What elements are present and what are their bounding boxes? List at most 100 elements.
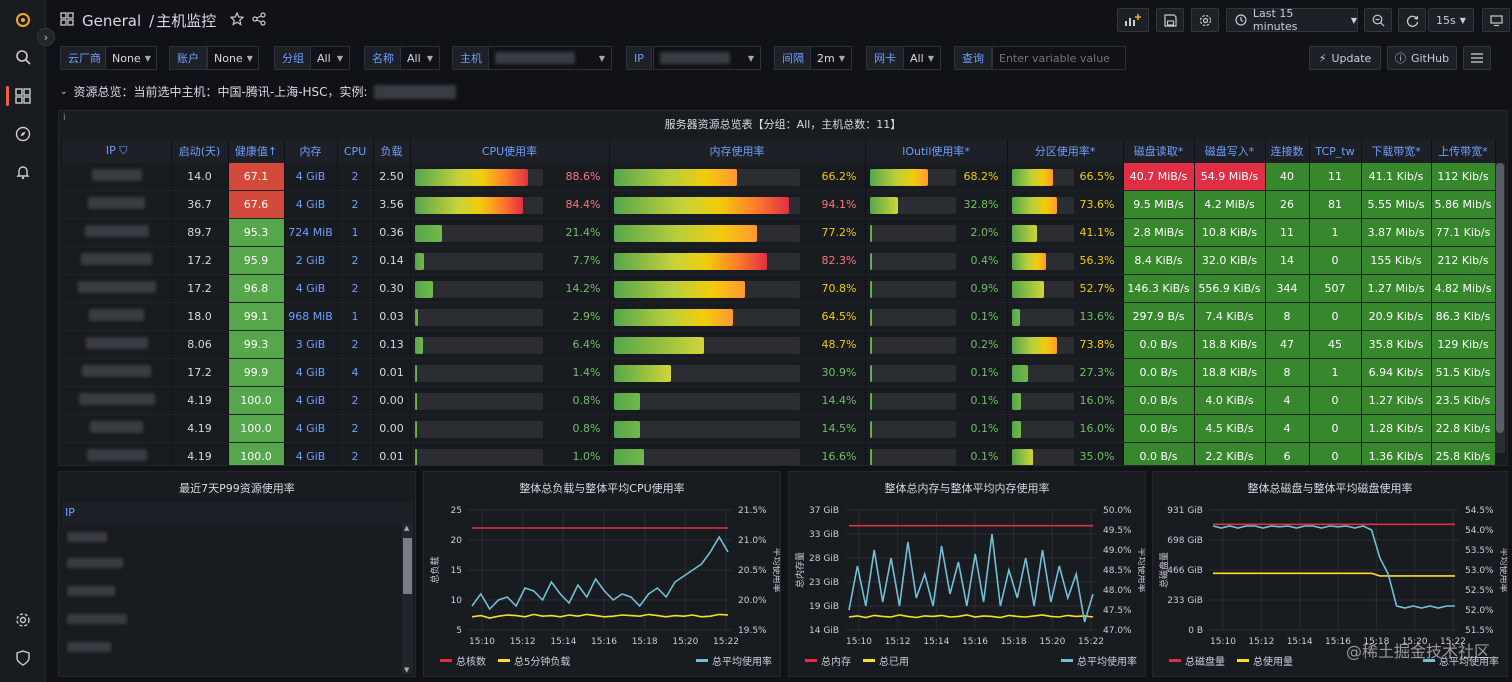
search-icon[interactable]: [12, 46, 34, 68]
breadcrumb-folder[interactable]: General: [82, 11, 142, 30]
column-header[interactable]: 上传带宽*: [1431, 139, 1496, 163]
ip-cell-redacted[interactable]: [63, 274, 172, 304]
refresh-interval-picker[interactable]: 15s ▼: [1428, 8, 1474, 32]
column-header[interactable]: 启动(天): [171, 139, 229, 163]
table-row[interactable]: 14.0 67.1 4 GiB 2 2.50 88.6% 66.2% 68.2% 66.5% 40…: [63, 163, 1496, 192]
ip-cell-redacted[interactable]: [63, 414, 172, 444]
table-row[interactable]: 4.19 100.0 4 GiB 2 0.00 0.8% 14.4% 0.1% 16.0% 0.0…: [63, 386, 1496, 416]
legend-item[interactable]: 总5分钟负载: [514, 657, 571, 668]
ip-cell-redacted[interactable]: [63, 386, 172, 416]
scroll-up-arrow-icon[interactable]: ▲: [404, 524, 410, 532]
var-select-cloud[interactable]: None ▼: [105, 46, 157, 70]
update-link-button[interactable]: ⚡ Update: [1309, 46, 1381, 70]
sidebar-expand-button[interactable]: ›: [37, 28, 55, 46]
column-header[interactable]: 分区使用率*: [1007, 139, 1124, 163]
table-title[interactable]: 服务器资源总览表【分组：All，主机总数：11】: [664, 118, 902, 131]
table-row[interactable]: 4.19 100.0 4 GiB 2 0.01 1.0% 16.6% 0.1% 35.0% 0.0…: [63, 442, 1496, 465]
table-row[interactable]: 17.2 96.8 4 GiB 2 0.30 14.2% 70.8% 0.9% 52.7% 146…: [63, 274, 1496, 304]
uptime-cell: 4.19: [171, 414, 229, 444]
legend-item[interactable]: 总已用: [879, 657, 909, 668]
legend-item[interactable]: 总核数: [456, 657, 486, 668]
time-range-picker[interactable]: Last 15 minutes ▼: [1226, 7, 1358, 33]
ip-cell-redacted[interactable]: [63, 246, 172, 276]
var-select-group[interactable]: All ▼: [310, 46, 350, 70]
table-row[interactable]: 8.06 99.3 3 GiB 2 0.13 6.4% 48.7% 0.2% 73.8% 0.0 …: [63, 330, 1496, 360]
table-row[interactable]: 17.2 95.9 2 GiB 2 0.14 7.7% 82.3% 0.4% 56.3% 8.4 …: [63, 246, 1496, 276]
var-select-ip[interactable]: ▼: [653, 46, 761, 70]
column-header[interactable]: 内存使用率: [609, 139, 866, 163]
settings-gear-icon[interactable]: [12, 609, 34, 631]
column-header[interactable]: 健康值↑: [228, 139, 285, 163]
column-header[interactable]: IOutil使用率*: [865, 139, 1008, 163]
legend-item[interactable]: 总使用量: [1253, 657, 1293, 668]
ip-cell-redacted[interactable]: [63, 302, 172, 332]
column-header[interactable]: CPU: [337, 139, 374, 163]
github-link-button[interactable]: ⓘ GitHub: [1387, 46, 1457, 70]
scrollbar-thumb[interactable]: [1496, 163, 1504, 433]
column-header[interactable]: 磁盘读取*: [1123, 139, 1195, 163]
column-header[interactable]: CPU使用率: [410, 139, 610, 163]
add-panel-button[interactable]: [1117, 8, 1149, 32]
x-tick-label: 15:20: [1402, 637, 1428, 647]
p99-title[interactable]: 最近7天P99资源使用率: [179, 482, 295, 495]
chart-title[interactable]: 整体总内存与整体平均内存使用率: [884, 482, 1050, 495]
column-header[interactable]: 负载: [373, 139, 411, 163]
dashboard-settings-button[interactable]: [1191, 8, 1219, 32]
table-row[interactable]: 89.7 95.3 724 MiB 1 0.36 21.4% 77.2% 2.0% 41.1% 2…: [63, 218, 1496, 248]
panel-info-icon[interactable]: i: [63, 113, 66, 123]
legend-item[interactable]: 总磁盘量: [1185, 657, 1225, 668]
shield-icon[interactable]: [12, 647, 34, 669]
table-row[interactable]: 18.0 99.1 968 MiB 1 0.03 2.9% 64.5% 0.1% 13.6% 29…: [63, 302, 1496, 332]
var-select-nic[interactable]: All ▼: [903, 46, 941, 70]
alerting-bell-icon[interactable]: [12, 161, 34, 183]
explore-compass-icon[interactable]: [12, 123, 34, 145]
ip-cell-redacted[interactable]: [63, 442, 172, 465]
column-header[interactable]: IP ⛉: [63, 139, 172, 163]
p99-scrollbar[interactable]: ▲ ▼: [402, 524, 413, 674]
column-header[interactable]: 下载带宽*: [1361, 139, 1432, 163]
legend-item[interactable]: 总平均使用率: [1077, 657, 1137, 668]
memory-cell: 4 GiB: [284, 414, 338, 444]
table-row[interactable]: 4.19 100.0 4 GiB 2 0.00 0.8% 14.5% 0.1% 16.0% 0.0…: [63, 414, 1496, 444]
scrollbar-thumb[interactable]: [403, 538, 412, 594]
chart-title[interactable]: 整体总磁盘与整体平均磁盘使用率: [1247, 482, 1413, 495]
table-row[interactable]: 36.7 67.6 4 GiB 2 3.56 84.4% 94.1% 32.8% 73.6% 9.…: [63, 190, 1496, 220]
ip-cell-redacted[interactable]: [63, 218, 172, 248]
column-header[interactable]: 磁盘写入*: [1194, 139, 1266, 163]
bar-gauge: 0.2%: [866, 331, 1007, 358]
row-header[interactable]: ⌄ 资源总览：当前选中主机：中国-腾讯-上海-HSC，实例:: [60, 83, 456, 100]
ip-cell-redacted[interactable]: [63, 190, 172, 220]
column-header[interactable]: 连接数: [1265, 139, 1310, 163]
table-scrollbar[interactable]: [1495, 163, 1505, 453]
save-dashboard-button[interactable]: [1156, 8, 1184, 32]
bar-gauge-cell: 66.5%: [1007, 163, 1124, 192]
column-header[interactable]: TCP_tw: [1309, 139, 1362, 163]
ip-cell-redacted[interactable]: [63, 358, 172, 388]
chart-title[interactable]: 整体总负载与整体平均CPU使用率: [519, 482, 685, 495]
grafana-logo-icon[interactable]: [12, 9, 34, 31]
dashboard-title[interactable]: 主机监控: [156, 12, 217, 30]
star-icon[interactable]: [229, 11, 245, 30]
share-icon[interactable]: [252, 11, 266, 30]
tv-mode-button[interactable]: [1482, 8, 1510, 32]
ip-cell-redacted[interactable]: [63, 163, 172, 192]
var-select-name[interactable]: All ▼: [400, 46, 440, 70]
legend-item[interactable]: 总平均使用率: [712, 657, 772, 668]
var-select-account[interactable]: None ▼: [207, 46, 259, 70]
column-header[interactable]: 内存: [284, 139, 338, 163]
dashboards-icon[interactable]: [12, 85, 34, 107]
scroll-down-arrow-icon[interactable]: ▼: [404, 666, 410, 674]
legend-item[interactable]: 总平均使用率: [1439, 657, 1499, 668]
var-select-interval[interactable]: 2m ▼: [810, 46, 852, 70]
var-select-host[interactable]: ▼: [488, 46, 612, 70]
p99-column-header[interactable]: IP: [63, 502, 413, 524]
refresh-button[interactable]: [1398, 8, 1426, 32]
menu-button[interactable]: [1463, 46, 1491, 70]
table-row[interactable]: 17.2 99.9 4 GiB 4 0.01 1.4% 30.9% 0.1% 27.3% 0.0 …: [63, 358, 1496, 388]
bar-value: 41.1%: [1079, 226, 1115, 240]
legend-item[interactable]: 总内存: [821, 657, 851, 668]
filter-icon[interactable]: ⛉: [115, 144, 128, 157]
var-query-input[interactable]: [992, 46, 1126, 70]
zoom-out-button[interactable]: [1364, 8, 1392, 32]
ip-cell-redacted[interactable]: [63, 330, 172, 360]
